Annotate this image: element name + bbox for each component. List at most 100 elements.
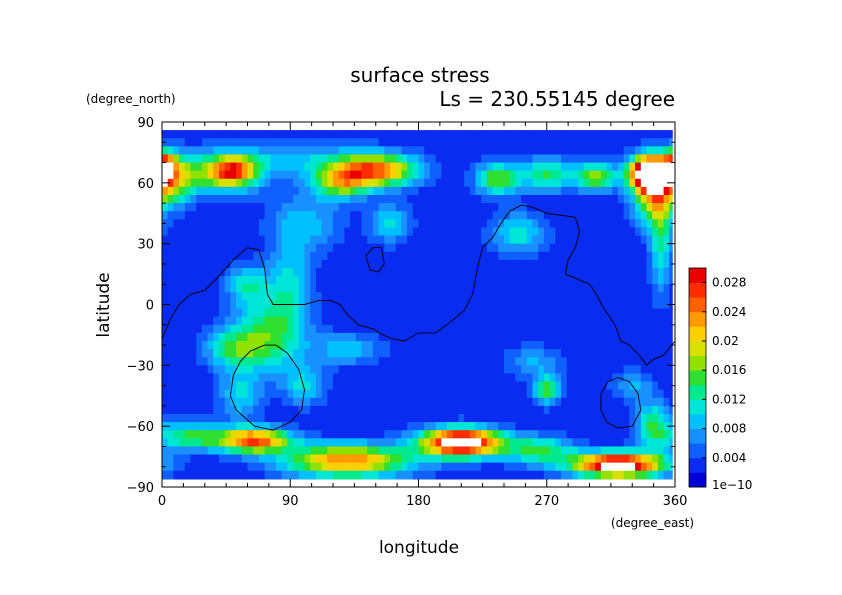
field-cell: [578, 462, 585, 472]
field-cell: [504, 251, 511, 261]
field-cell: [663, 284, 670, 293]
field-cell: [258, 446, 266, 456]
field-cell: [543, 138, 551, 147]
field-cell: [401, 308, 408, 318]
field-cell: [424, 170, 431, 180]
field-cell: [555, 235, 562, 245]
field-cell: [395, 308, 402, 318]
field-cell: [475, 389, 482, 399]
field-cell: [498, 146, 505, 156]
field-cell: [623, 154, 630, 164]
field-cell: [190, 365, 197, 375]
field-cell: [498, 162, 505, 172]
field-cell: [646, 332, 653, 342]
field-cell: [344, 414, 351, 423]
field-cell: [236, 154, 243, 164]
field-cell: [224, 195, 231, 204]
field-cell: [378, 268, 385, 277]
field-cell: [310, 268, 317, 277]
field-cell: [635, 438, 642, 448]
field-cell: [224, 357, 231, 366]
field-cell: [355, 389, 363, 399]
field-cell: [293, 349, 300, 358]
field-cell: [441, 195, 448, 204]
field-cell: [447, 454, 454, 464]
field-cell: [618, 341, 625, 350]
field-cell: [566, 454, 573, 464]
field-cell: [640, 316, 648, 326]
field-cell: [646, 357, 653, 366]
field-cell: [561, 365, 568, 375]
field-cell: [327, 373, 334, 383]
field-cell: [344, 146, 351, 156]
field-cell: [657, 373, 665, 383]
field-cell: [652, 268, 659, 277]
field-cell: [344, 389, 351, 399]
field-cell: [310, 414, 317, 423]
field-cell: [486, 341, 494, 350]
field-cell: [623, 203, 630, 212]
field-cell: [447, 259, 454, 269]
field-cell: [236, 422, 243, 431]
field-cell: [481, 259, 488, 269]
field-cell: [635, 446, 642, 456]
field-cell: [618, 316, 625, 326]
field-cell: [418, 154, 425, 164]
field-cell: [281, 454, 288, 464]
field-cell: [504, 235, 511, 245]
field-cell: [213, 170, 220, 180]
field-cell: [293, 154, 300, 164]
field-cell: [270, 186, 277, 196]
field-cell: [447, 170, 454, 180]
field-cell: [532, 162, 539, 172]
field-cell: [412, 268, 420, 277]
field-cell: [201, 138, 209, 147]
field-cell: [486, 438, 494, 448]
field-cell: [509, 292, 516, 302]
field-cell: [652, 389, 659, 399]
field-cell: [173, 170, 180, 180]
field-cell: [640, 130, 648, 139]
field-cell: [196, 373, 203, 383]
field-cell: [321, 300, 328, 310]
field-cell: [509, 203, 516, 212]
field-cell: [401, 268, 408, 277]
field-cell: [201, 381, 209, 391]
field-cell: [207, 446, 214, 456]
field-cell: [452, 186, 459, 196]
field-cell: [623, 405, 630, 415]
field-cell: [281, 219, 288, 229]
field-cell: [219, 292, 226, 302]
field-cell: [600, 235, 608, 245]
field-cell: [372, 308, 380, 318]
field-cell: [270, 308, 277, 318]
field-cell: [276, 284, 283, 293]
field-cell: [344, 365, 351, 375]
field-cell: [236, 211, 243, 220]
field-cell: [207, 251, 214, 261]
field-cell: [276, 397, 283, 407]
field-cell: [196, 243, 203, 253]
field-cell: [635, 146, 642, 156]
field-cell: [509, 227, 516, 237]
field-cell: [561, 332, 568, 342]
field-cell: [241, 186, 249, 196]
field-cell: [338, 470, 345, 480]
field-cell: [304, 397, 311, 407]
field-cell: [390, 341, 397, 350]
field-cell: [589, 235, 596, 245]
field-cell: [293, 341, 300, 350]
field-cell: [321, 422, 328, 431]
field-cell: [179, 292, 186, 302]
field-cell: [663, 308, 670, 318]
field-cell: [219, 414, 226, 423]
field-cell: [481, 332, 488, 342]
field-cell: [236, 308, 243, 318]
field-cell: [652, 349, 659, 358]
field-cell: [270, 365, 277, 375]
field-cell: [646, 349, 653, 358]
field-cell: [486, 154, 494, 164]
field-cell: [213, 251, 220, 261]
field-cell: [532, 243, 539, 253]
field-cell: [196, 195, 203, 204]
